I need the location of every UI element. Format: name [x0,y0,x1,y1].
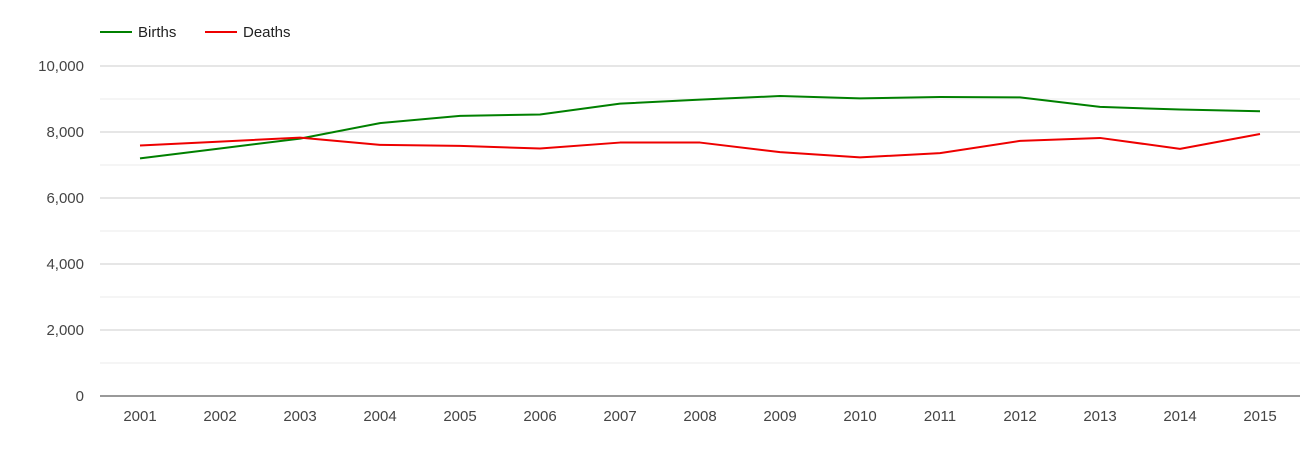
data-point-births [1096,103,1104,111]
x-tick-label: 2007 [603,408,636,425]
x-tick-label: 2015 [1243,408,1276,425]
x-tick-label: 2012 [1003,408,1036,425]
x-tick-label: 2011 [924,408,956,425]
y-tick-label: 8,000 [46,124,84,141]
legend-item-deaths: Deaths [205,24,291,41]
gridlines [100,65,1300,364]
x-tick-label: 2008 [683,408,716,425]
x-tick-label: 2014 [1163,408,1196,425]
data-point-deaths [296,134,304,142]
data-point-births [536,111,544,119]
data-point-deaths [1176,145,1184,153]
x-tick-label: 2009 [763,408,796,425]
legend-item-births: Births [100,24,176,41]
x-tick-label: 2004 [363,408,396,425]
y-tick-label: 2,000 [46,322,84,339]
data-point-deaths [1096,134,1104,142]
x-tick-label: 2003 [283,408,316,425]
data-point-deaths [216,138,224,146]
legend-label-deaths: Deaths [243,24,291,41]
series-lines [136,92,1264,162]
y-tick-label: 10,000 [38,58,84,75]
data-point-deaths [536,145,544,153]
data-point-births [776,92,784,100]
data-point-births [1256,107,1264,115]
x-tick-label: 2005 [443,408,476,425]
legend-label-births: Births [138,24,176,41]
y-axis-ticks: 0 2,000 4,000 6,000 8,000 10,000 [38,58,84,405]
x-tick-label: 2006 [523,408,556,425]
data-point-deaths [856,153,864,161]
data-point-deaths [136,142,144,150]
data-point-deaths [376,141,384,149]
x-tick-label: 2013 [1083,408,1116,425]
x-tick-label: 2010 [843,408,876,425]
data-point-births [936,93,944,101]
y-tick-label: 4,000 [46,256,84,273]
data-point-births [376,119,384,127]
data-point-deaths [936,149,944,157]
data-point-births [136,154,144,162]
x-axis-ticks: 2001 2002 2003 2004 2005 2006 2007 2008 2009 2010… [123,408,1276,425]
data-point-births [616,100,624,108]
data-point-deaths [696,139,704,147]
y-tick-label: 0 [76,388,84,405]
data-point-births [856,94,864,102]
data-point-deaths [616,139,624,147]
data-point-births [216,145,224,153]
data-point-births [456,112,464,120]
series-line-births [139,95,1261,160]
data-point-deaths [1256,130,1264,138]
data-point-births [1016,93,1024,101]
x-tick-label: 2002 [203,408,236,425]
data-point-deaths [1016,137,1024,145]
y-tick-label: 6,000 [46,190,84,207]
legend: Births Deaths [100,24,291,41]
data-point-births [696,96,704,104]
data-point-births [1176,106,1184,114]
x-tick-label: 2001 [123,408,156,425]
series-line-deaths [139,132,1261,159]
data-point-deaths [776,148,784,156]
data-point-deaths [456,142,464,150]
